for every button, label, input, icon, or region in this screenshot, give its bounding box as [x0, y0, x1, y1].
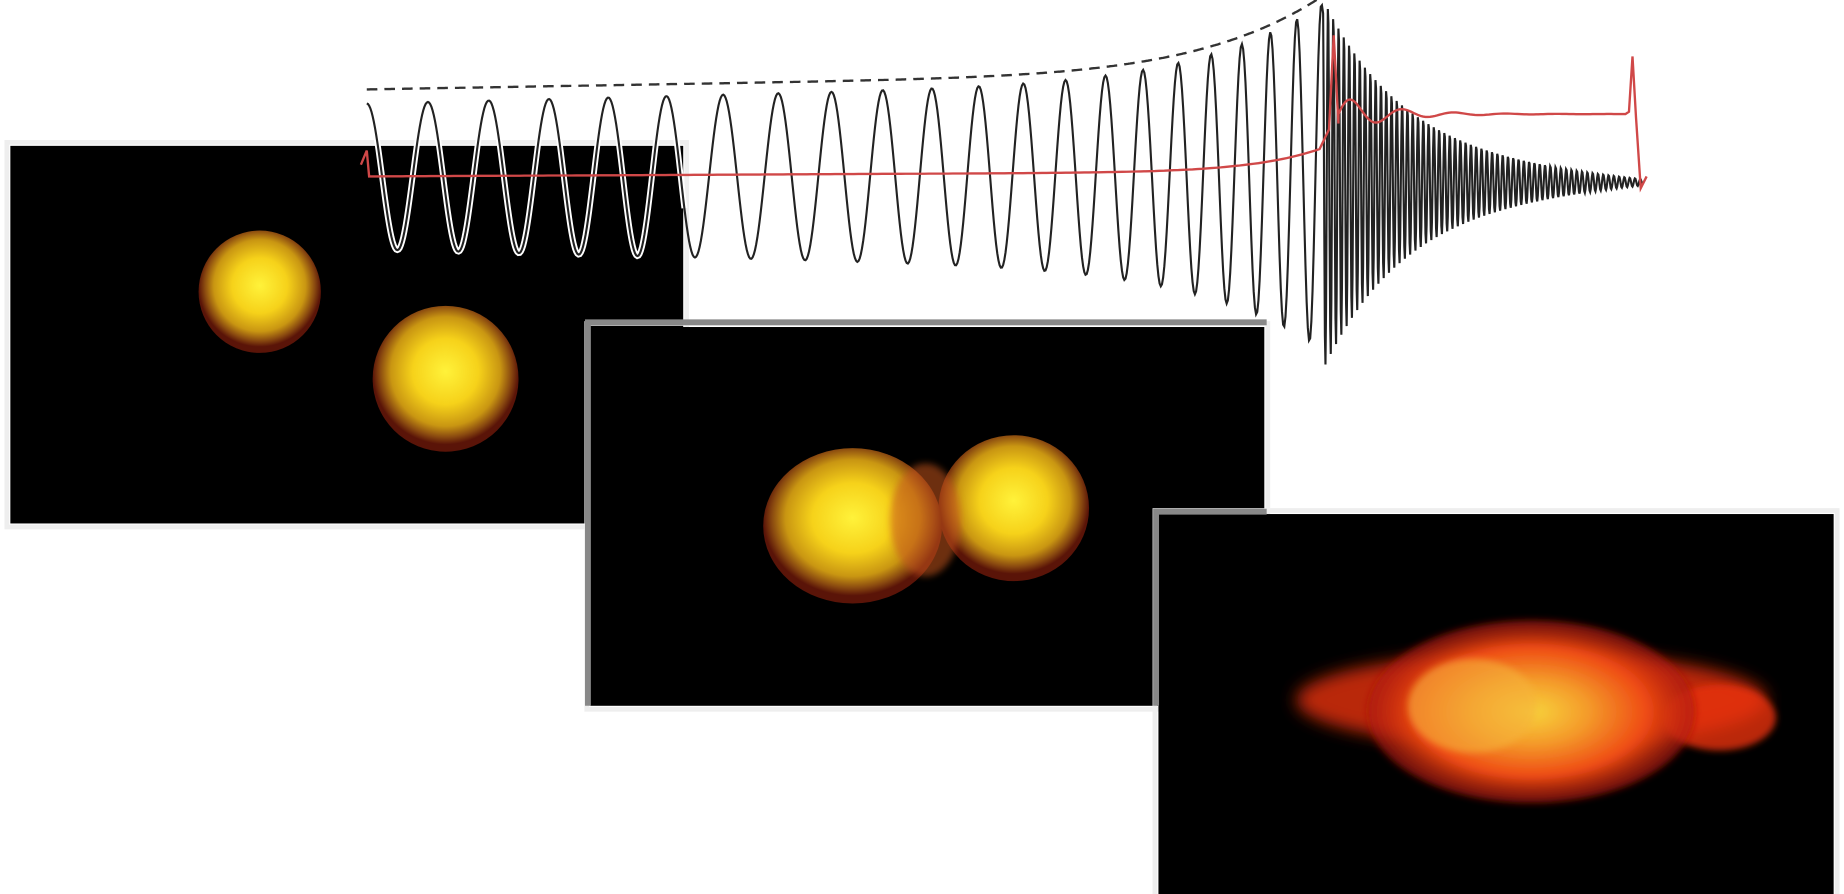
- neutron-star: [199, 231, 321, 353]
- page: (() => { const data = JSON.parse(documen…: [0, 0, 1844, 894]
- envelope-line: [367, 0, 1322, 89]
- panel: [10, 146, 683, 524]
- merger-illustration: [0, 0, 1844, 894]
- neutron-star: [373, 306, 519, 452]
